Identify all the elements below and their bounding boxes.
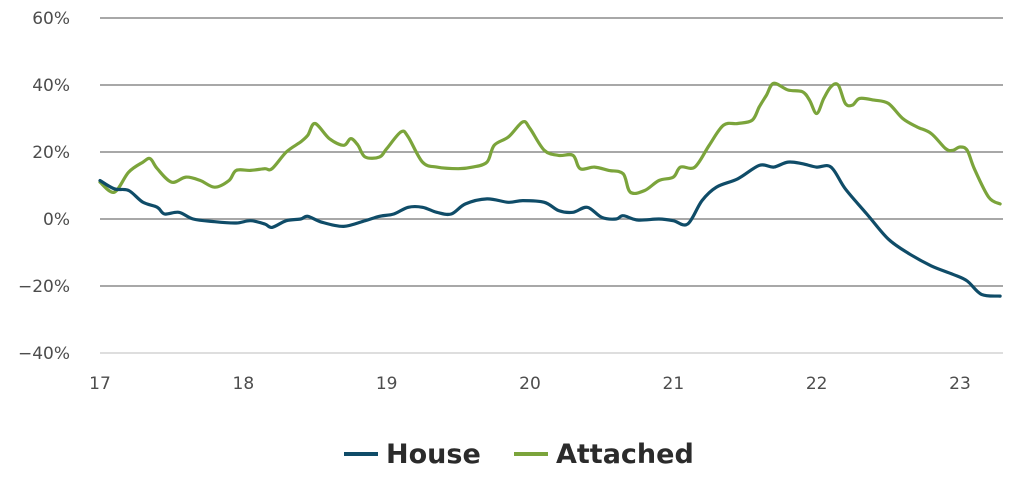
x-tick-label: 21	[663, 374, 685, 394]
y-tick-label: 60%	[32, 9, 70, 29]
y-tick-label: 0%	[43, 210, 70, 230]
x-tick-label: 23	[949, 374, 971, 394]
y-tick-label: −20%	[18, 277, 70, 297]
legend-label-house: House	[386, 439, 481, 470]
y-tick-label: 20%	[32, 143, 70, 163]
x-tick-label: 20	[519, 374, 541, 394]
x-tick-label: 17	[89, 374, 111, 394]
x-tick-label: 18	[233, 374, 255, 394]
y-tick-label: 40%	[32, 76, 70, 96]
series-line-attached	[98, 81, 1002, 206]
x-axis-ticks: 17 18 19 20 21 22 23	[89, 374, 971, 394]
series-line-house	[98, 160, 1002, 298]
legend: House Attached	[344, 439, 694, 470]
legend-label-attached: Attached	[556, 439, 694, 470]
x-tick-label: 22	[806, 374, 828, 394]
x-tick-label: 19	[376, 374, 398, 394]
series-lines	[98, 81, 1002, 298]
grid-lines	[100, 17, 1003, 354]
y-axis-ticks: 60% 40% 20% 0% −20% −40%	[18, 9, 70, 364]
y-tick-label: −40%	[18, 344, 70, 364]
